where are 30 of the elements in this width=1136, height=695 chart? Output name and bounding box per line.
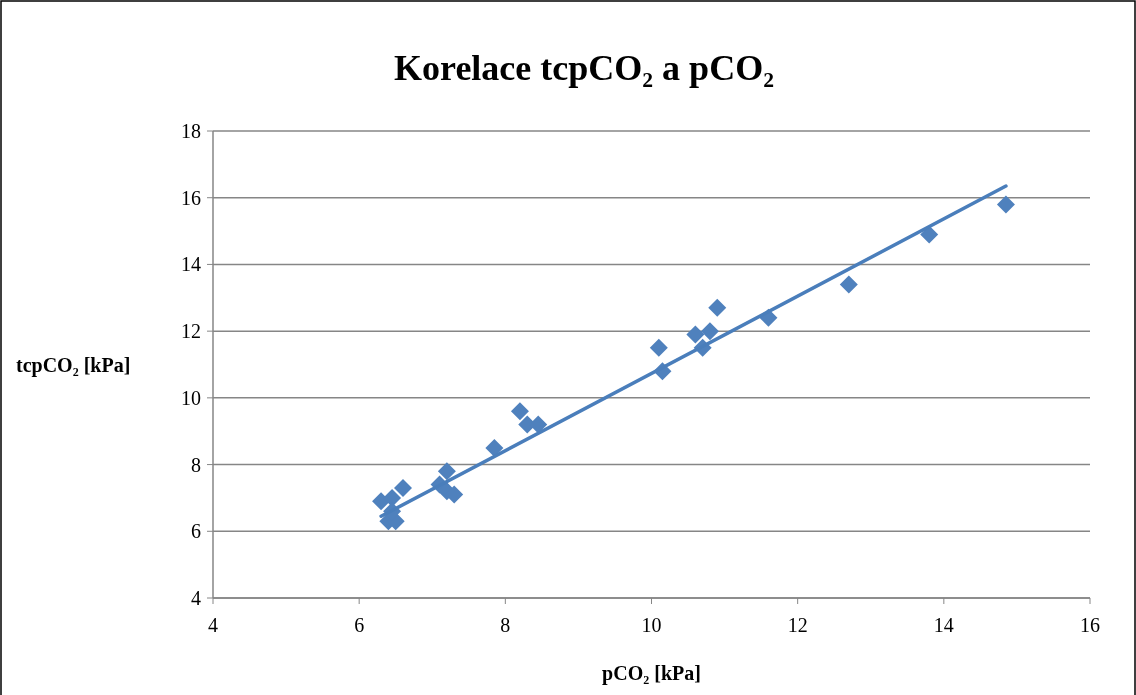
x-tick-label: 10 [641,614,662,636]
point [383,488,402,507]
y-tick-label: 12 [181,320,201,343]
point [437,462,456,481]
point [920,225,939,244]
point [485,438,504,457]
y-tick-label: 8 [191,453,201,476]
point [394,478,413,497]
y-tick-label: 16 [181,186,201,209]
x-tick-label: 4 [208,614,218,636]
x-tick-label: 8 [500,614,511,636]
y-tick-label: 4 [191,587,201,609]
x-tick-label: 14 [933,614,954,636]
y-axis-title: tcpCO₂ [kPa] [16,354,131,377]
point [700,322,719,341]
point [708,298,727,317]
x-tick-label: 16 [1080,614,1100,636]
x-axis-title: pCO₂ [kPa] [602,662,701,685]
y-tick-label: 10 [181,386,201,409]
y-tick-label: 6 [191,520,201,543]
chart-title: Korelace tcpCO₂ a pCO₂ [394,48,774,88]
point [839,275,858,294]
point [686,325,705,344]
point [996,195,1015,214]
point [649,338,668,357]
y-tick-label: 18 [181,120,201,142]
x-tick-label: 6 [354,614,365,636]
x-tick-label: 12 [787,614,808,636]
y-tick-label: 14 [181,253,201,276]
point [510,402,529,421]
